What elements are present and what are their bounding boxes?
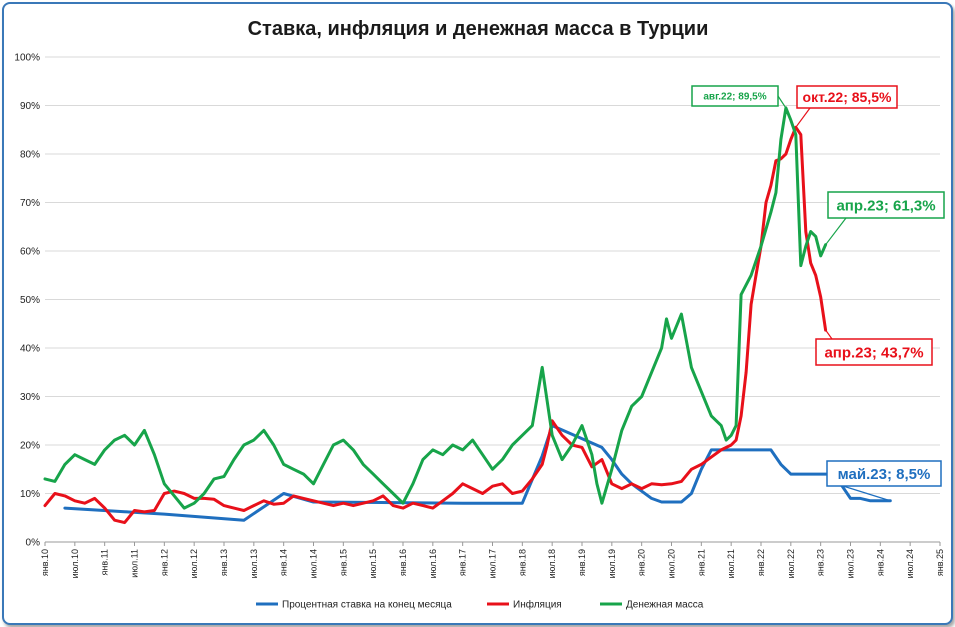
x-tick-label: июл.19 <box>607 549 617 578</box>
x-tick-label: янв.21 <box>696 549 706 576</box>
annotation-box <box>815 338 933 366</box>
y-tick-label: 10% <box>20 489 40 500</box>
y-tick-label: 90% <box>20 101 40 112</box>
y-tick-label: 40% <box>20 344 40 355</box>
annotation-box <box>827 191 945 219</box>
x-tick-label: июл.14 <box>309 549 319 578</box>
x-tick-label: янв.23 <box>816 549 826 576</box>
x-tick-label: июл.17 <box>488 549 498 578</box>
x-tick-label: янв.12 <box>159 549 169 576</box>
legend-label: Процентная ставка на конец месяца <box>282 600 452 611</box>
annotation-label: апр.23; 61,3% <box>836 197 935 214</box>
annotation-label: окт.22; 85,5% <box>803 89 892 105</box>
annotation-leader <box>825 217 847 246</box>
y-tick-label: 70% <box>20 198 40 209</box>
x-tick-label: янв.13 <box>219 549 229 576</box>
x-tick-label: янв.19 <box>577 549 587 576</box>
x-tick-label: июл.22 <box>786 549 796 578</box>
x-tick-label: июл.21 <box>726 549 736 578</box>
x-tick-label: янв.22 <box>756 549 766 576</box>
x-tick-label: июл.24 <box>905 549 915 578</box>
series-lines <box>43 106 892 525</box>
y-tick-label: 80% <box>20 150 40 161</box>
annotation-label: апр.23; 43,7% <box>824 344 923 361</box>
chart-title: Ставка, инфляция и денежная масса в Турц… <box>248 18 709 40</box>
x-tick-label: янв.14 <box>279 549 289 576</box>
annotation-label: май.23; 8,5% <box>838 466 931 483</box>
legend-label: Денежная масса <box>626 600 704 611</box>
x-tick-label: июл.20 <box>667 549 677 578</box>
annotation-leader <box>842 485 891 502</box>
y-tick-label: 0% <box>26 538 41 549</box>
x-tick-label: янв.11 <box>100 549 110 575</box>
y-tick-label: 60% <box>20 247 40 258</box>
y-tick-label: 100% <box>14 53 40 64</box>
x-tick-label: июл.13 <box>249 549 259 578</box>
annotation-label: авг.22; 89,5% <box>703 92 766 103</box>
y-tick-label: 20% <box>20 441 40 452</box>
y-axis-ticks: 0% 10% 20% 30% 40% 50% 60% 70% 80% 90% 100% <box>14 53 40 549</box>
series-line-2 <box>43 106 828 510</box>
x-tick-label: янв.15 <box>338 549 348 576</box>
x-tick-label: июл.16 <box>428 549 438 578</box>
x-tick-label: июл.18 <box>547 549 557 578</box>
x-tick-label: янв.18 <box>517 549 527 576</box>
y-tick-label: 50% <box>20 295 40 306</box>
x-tick-label: июл.11 <box>130 549 140 578</box>
x-axis-ticks: янв.10 июл.10 янв.11 июл.11 янв.12 июл.12 янв.… <box>40 542 945 578</box>
annotation-box <box>796 85 898 109</box>
legend: Процентная ставка на конец месяца Инфляци… <box>256 599 704 611</box>
annotation-leader <box>795 107 811 128</box>
x-tick-label: янв.16 <box>398 549 408 576</box>
annotation-box <box>691 85 779 107</box>
x-tick-label: июл.10 <box>70 549 80 578</box>
x-tick-label: июл.12 <box>189 549 199 578</box>
x-tick-label: янв.25 <box>935 549 945 576</box>
x-tick-label: янв.20 <box>637 549 647 576</box>
annotation-box <box>826 460 942 487</box>
series-line-1 <box>43 125 828 525</box>
annotation-leader <box>777 95 787 109</box>
x-tick-label: янв.10 <box>40 549 50 576</box>
annotation-leader <box>825 329 833 340</box>
y-tick-label: 30% <box>20 392 40 403</box>
x-tick-label: янв.17 <box>458 549 468 576</box>
legend-label: Инфляция <box>513 599 562 611</box>
x-tick-label: июл.15 <box>368 549 378 578</box>
x-tick-label: июл.23 <box>846 549 856 578</box>
x-tick-label: янв.24 <box>875 549 885 576</box>
annotations: авг.22; 89,5% окт.22; 85,5% апр.23; 61,3% а… <box>691 85 945 502</box>
